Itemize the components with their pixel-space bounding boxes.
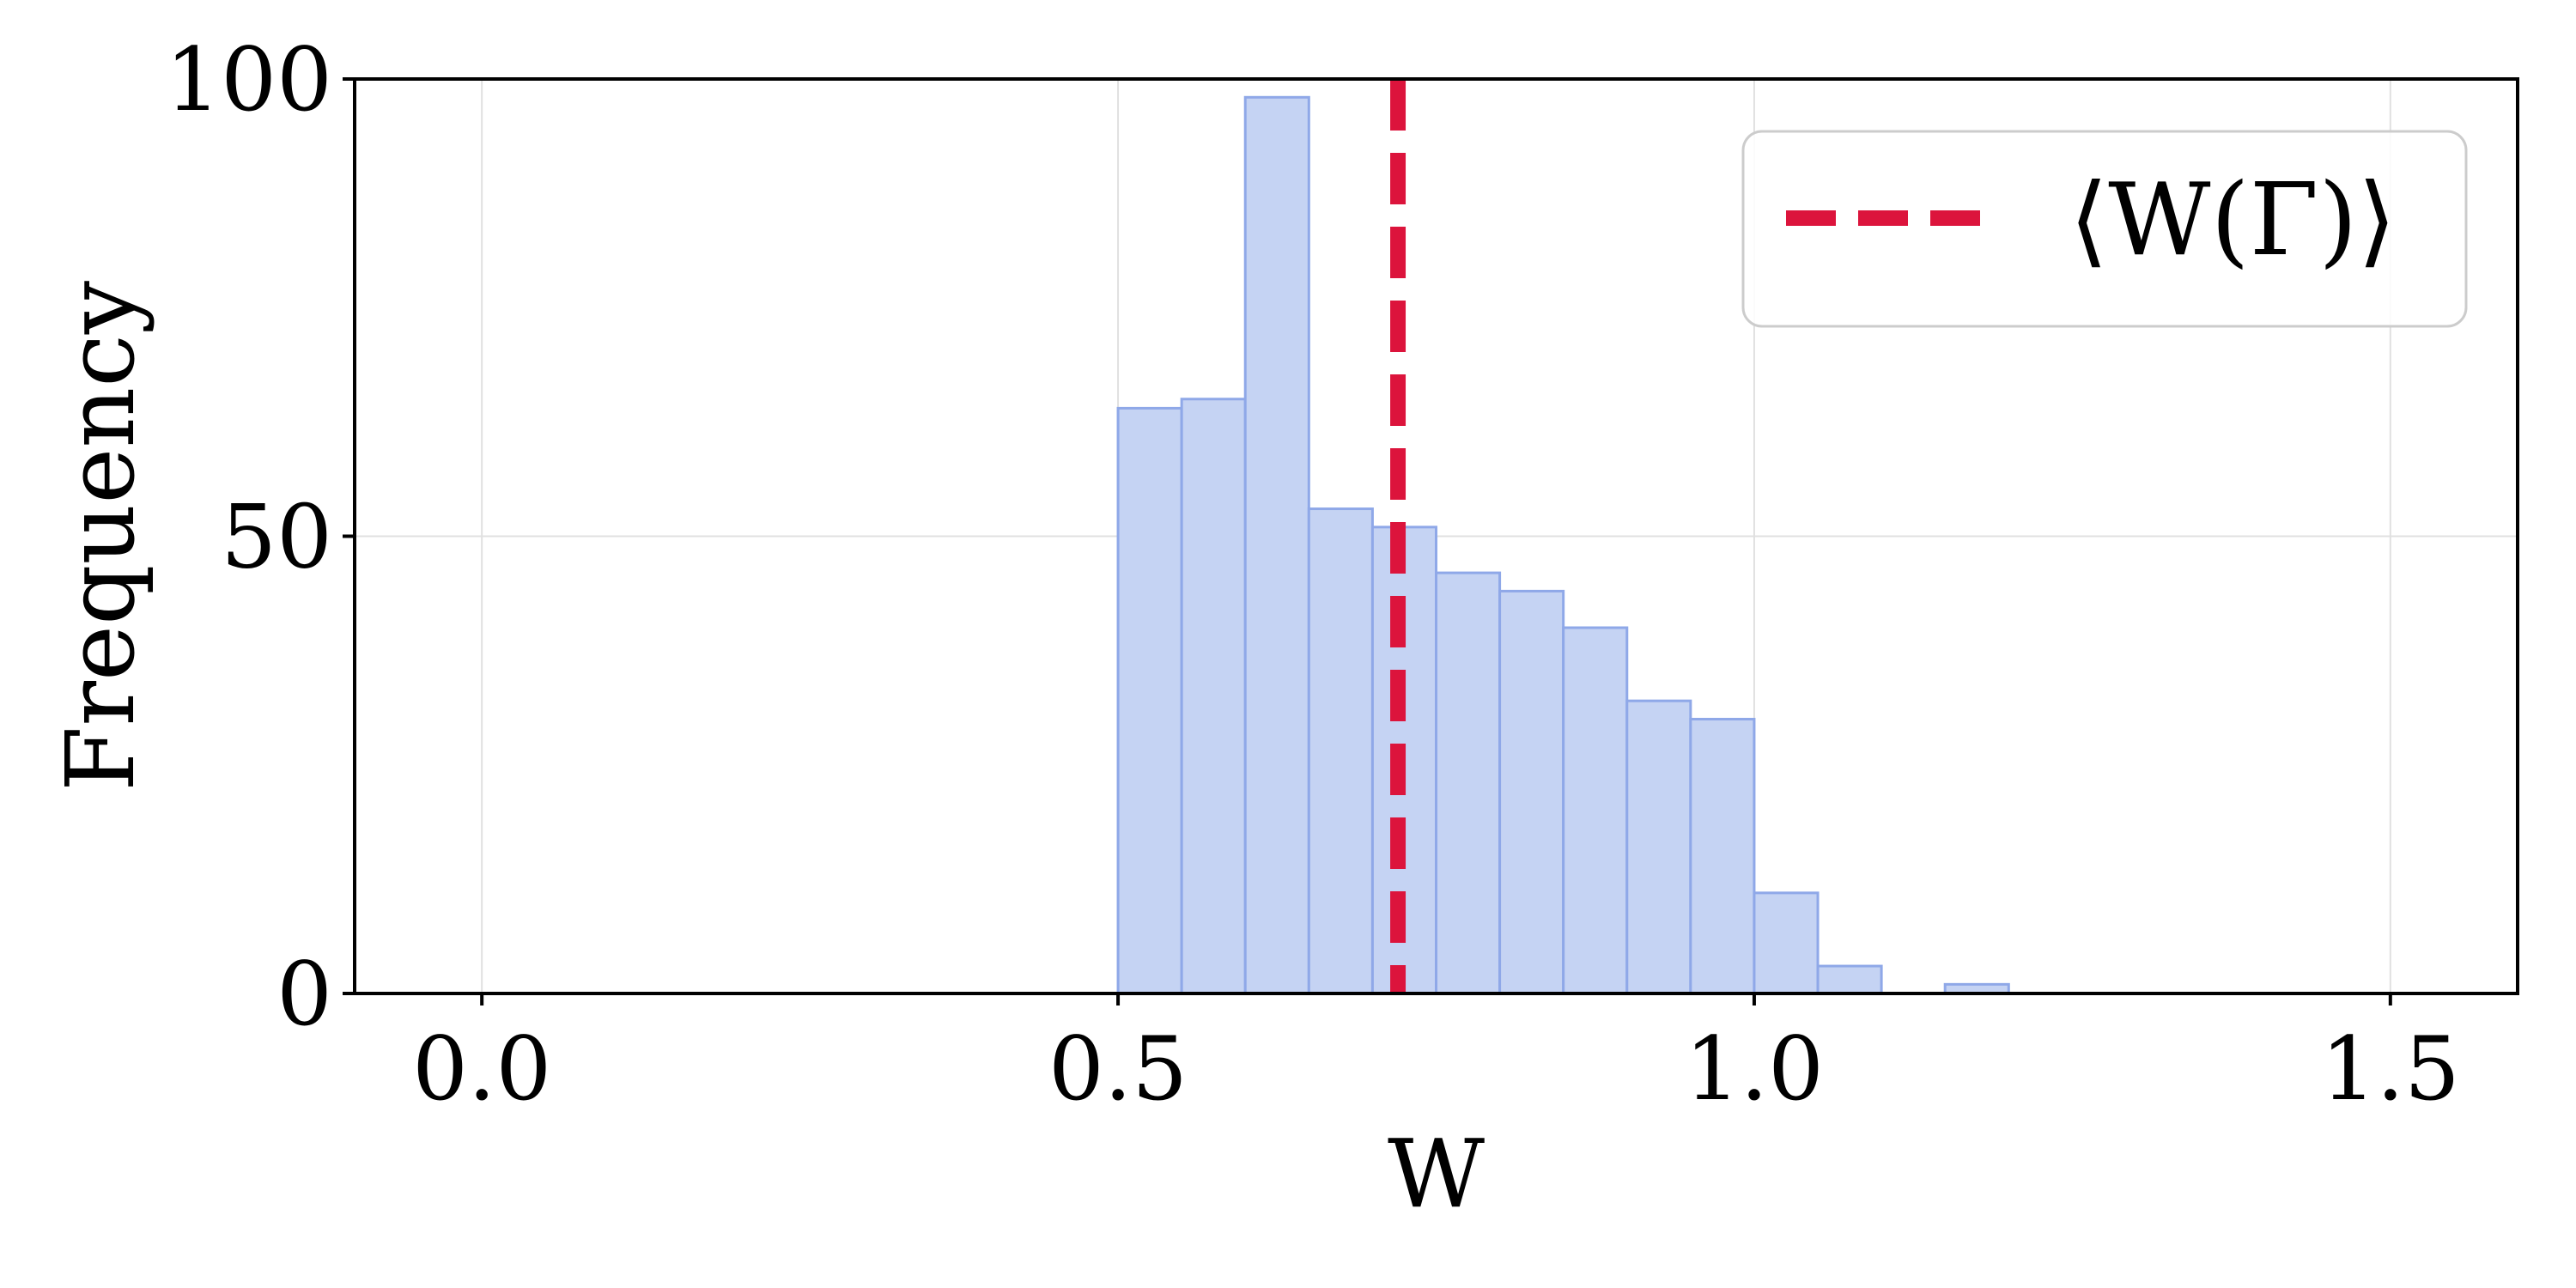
legend-box: [1741, 130, 2468, 328]
legend: ⟨W(Γ)⟩: [1741, 130, 2468, 328]
y-axis-label: Frequency: [46, 281, 155, 792]
histogram-bar: [1116, 406, 1183, 995]
x-axis-ticks: 0.0 0.5 1.0 1.5: [412, 993, 2460, 1121]
histogram-bar: [1307, 507, 1374, 995]
histogram-bar: [1689, 718, 1756, 995]
histogram-bar: [1498, 589, 1565, 995]
legend-mean-label: ⟨W(Γ)⟩: [2069, 162, 2397, 278]
histogram-bar: [1435, 571, 1502, 995]
y-tick-label: 100: [165, 29, 332, 131]
histogram-bar: [1243, 95, 1310, 995]
x-tick-label: 0.5: [1048, 1018, 1188, 1121]
x-tick-label: 1.5: [2321, 1018, 2460, 1121]
y-tick-label: 50: [221, 487, 332, 589]
histogram-bar: [1562, 626, 1629, 995]
x-tick-label: 1.0: [1685, 1018, 1824, 1121]
y-axis-ticks: 0 50 100: [165, 29, 355, 1046]
histogram-bar: [1625, 699, 1692, 995]
x-tick-label: 0.0: [412, 1018, 551, 1121]
histogram-bar: [1753, 891, 1820, 995]
histogram-bar: [1180, 398, 1247, 995]
x-axis-label: W: [1388, 1119, 1485, 1229]
histogram-bar: [1816, 964, 1883, 995]
y-tick-label: 0: [276, 944, 332, 1046]
